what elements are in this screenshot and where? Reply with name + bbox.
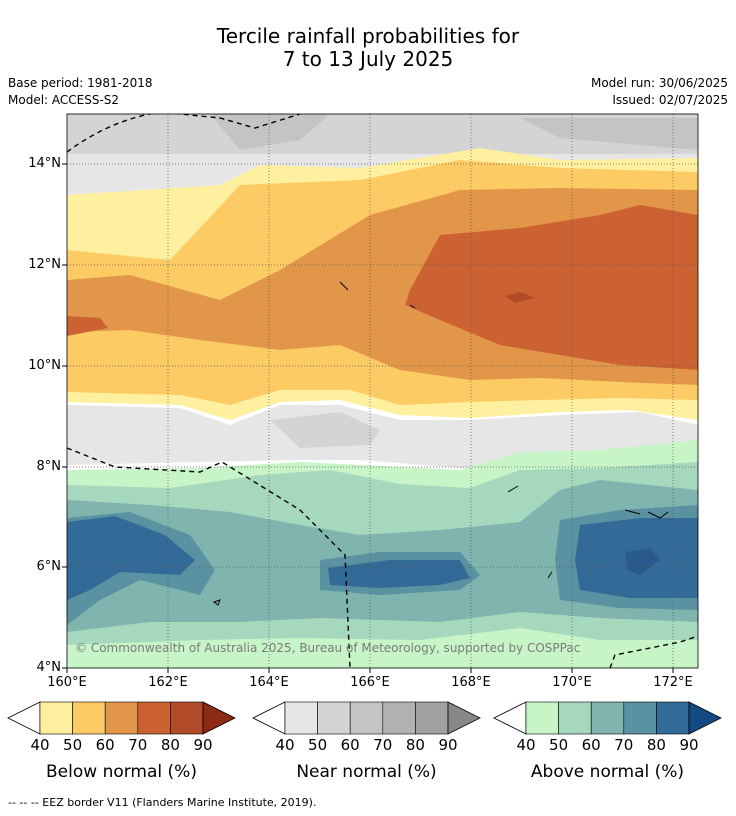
below-normal-colorbar-max-arrow	[202, 701, 236, 735]
above-normal-colorbar-tick-label: 60	[581, 736, 601, 754]
lon-label-166e: 166°E	[350, 675, 390, 690]
above-normal-80-west	[67, 516, 195, 600]
below-normal-colorbar-segment	[72, 701, 106, 735]
below-normal-colorbar-segment	[170, 701, 204, 735]
near-normal-middle-patch	[270, 412, 380, 448]
near-normal-colorbar-segment	[349, 701, 384, 735]
below-normal-colorbar-tick-label: 60	[95, 736, 115, 754]
above-normal-colorbar-max-arrow	[688, 701, 722, 735]
map-title-line2: 7 to 13 July 2025	[282, 47, 454, 71]
lat-label-10n: 10°N	[28, 358, 61, 373]
near-normal-colorbar-tick-label: 40	[275, 736, 295, 754]
above-normal-south-edge	[67, 650, 698, 668]
below-normal-80-spot	[505, 292, 535, 303]
below-normal-70-west	[67, 316, 108, 336]
islands	[212, 281, 669, 606]
near-normal-colorbar-max-arrow	[447, 701, 481, 735]
below-normal-colorbar-segment	[39, 701, 73, 735]
lon-label-168e: 168°E	[451, 675, 491, 690]
above-normal-colorbar-tick-label: 90	[679, 736, 699, 754]
near-normal-colorbar-tick-label: 50	[308, 736, 328, 754]
near-normal-colorbar-min-arrow	[252, 701, 286, 735]
near-normal-colorbar-segment	[382, 701, 416, 735]
near-normal-colorbar-tick-label: 90	[438, 736, 458, 754]
above-normal-80-central	[328, 560, 470, 588]
above-normal-colorbar-min-arrow	[493, 701, 527, 735]
model-run: Model run: 30/06/2025	[590, 76, 728, 90]
map-frame	[66, 113, 699, 669]
near-normal-colorbar-tick-label: 60	[340, 736, 360, 754]
below-normal-colorbar-tick-label: 40	[30, 736, 50, 754]
eez-footnote: -- -- -- EEZ border V11 (Flanders Marine…	[8, 796, 317, 809]
above-normal-colorbar-title: Above normal (%)	[530, 762, 685, 782]
above-normal-colorbar-segment	[558, 701, 592, 735]
axis-ticks	[62, 163, 674, 673]
base-period: Base period: 1981-2018	[8, 76, 153, 90]
near-normal-patch-2	[520, 118, 698, 150]
issued-date: Issued: 02/07/2025	[612, 93, 728, 107]
lon-label-160e: 160°E	[47, 675, 87, 690]
above-normal-colorbar-segment	[623, 701, 657, 735]
below-normal-colorbar-segment	[137, 701, 171, 735]
above-normal-colorbar-segment	[656, 701, 690, 735]
lon-label-170e: 170°E	[552, 675, 592, 690]
lon-label-172e: 172°E	[653, 675, 693, 690]
near-normal-colorbar-segment	[415, 701, 449, 735]
lon-label-162e: 162°E	[148, 675, 188, 690]
near-normal-colorbar-segment	[317, 701, 351, 735]
below-normal-colorbar-tick-label: 50	[63, 736, 83, 754]
map-title-line1: Tercile rainfall probabilities for	[216, 24, 520, 48]
above-normal-90-spot	[625, 548, 660, 575]
above-normal-colorbar-tick-label: 70	[614, 736, 634, 754]
below-normal-70-core	[405, 205, 698, 370]
below-normal-colorbar-min-arrow	[7, 701, 41, 735]
below-normal-colorbar-tick-label: 90	[193, 736, 213, 754]
colorbars	[7, 701, 722, 735]
near-normal-colorbar-title: Near normal (%)	[296, 762, 437, 782]
lat-label-14n: 14°N	[28, 156, 61, 171]
above-normal-colorbar-segment	[590, 701, 625, 735]
near-normal-colorbar-tick-label: 70	[373, 736, 393, 754]
above-normal-colorbar-tick-label: 50	[549, 736, 569, 754]
probability-field	[67, 114, 698, 668]
above-normal-colorbar-tick-label: 80	[646, 736, 666, 754]
lat-label-6n: 6°N	[36, 559, 62, 574]
copyright-notice: © Commonwealth of Australia 2025, Bureau…	[75, 641, 581, 655]
near-normal-colorbar-segment	[284, 701, 318, 735]
lon-label-164e: 164°E	[249, 675, 289, 690]
below-normal-colorbar-tick-label: 80	[160, 736, 180, 754]
lat-label-4n: 4°N	[36, 660, 62, 675]
lat-label-12n: 12°N	[28, 257, 61, 272]
eez-border	[67, 114, 698, 668]
near-normal-colorbar-tick-label: 80	[405, 736, 425, 754]
model-name: Model: ACCESS-S2	[8, 93, 120, 107]
above-normal-colorbar-tick-label: 40	[516, 736, 536, 754]
below-normal-colorbar-tick-label: 70	[128, 736, 148, 754]
graticule	[67, 114, 698, 668]
below-normal-colorbar-segment	[104, 701, 139, 735]
above-normal-colorbar-segment	[525, 701, 559, 735]
below-normal-colorbar-title: Below normal (%)	[46, 762, 197, 782]
lat-label-8n: 8°N	[36, 459, 62, 474]
